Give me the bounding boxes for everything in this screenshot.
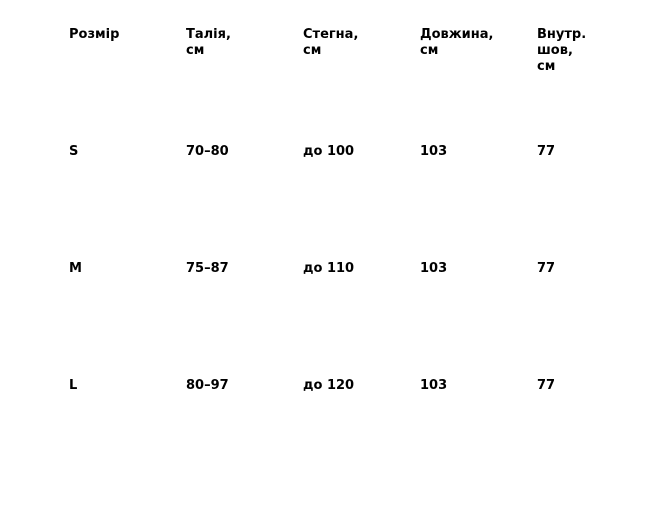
cell-length: 103 [420,144,448,159]
cell-hips: до 100 [303,144,355,159]
cell-hips: до 120 [303,378,355,393]
header-hips: Стегна, см [303,27,359,58]
cell-inseam: 77 [537,144,556,159]
cell-length: 103 [420,378,448,393]
header-waist: Талія, см [186,27,231,58]
cell-size: S [69,144,79,159]
cell-waist: 70–80 [186,144,229,159]
header-size: Розмір [69,27,120,42]
cell-inseam: 77 [537,378,556,393]
cell-waist: 75–87 [186,261,229,276]
cell-length: 103 [420,261,448,276]
header-length: Довжина, см [420,27,494,58]
size-table: Розмір Талія, см Стегна, см Довжина, см Внут… [69,27,654,495]
header-inseam: Внутр. шов, см [537,27,587,74]
cell-size: M [69,261,82,276]
cell-size: L [69,378,78,393]
cell-waist: 80–97 [186,378,229,393]
cell-inseam: 77 [537,261,556,276]
cell-hips: до 110 [303,261,355,276]
